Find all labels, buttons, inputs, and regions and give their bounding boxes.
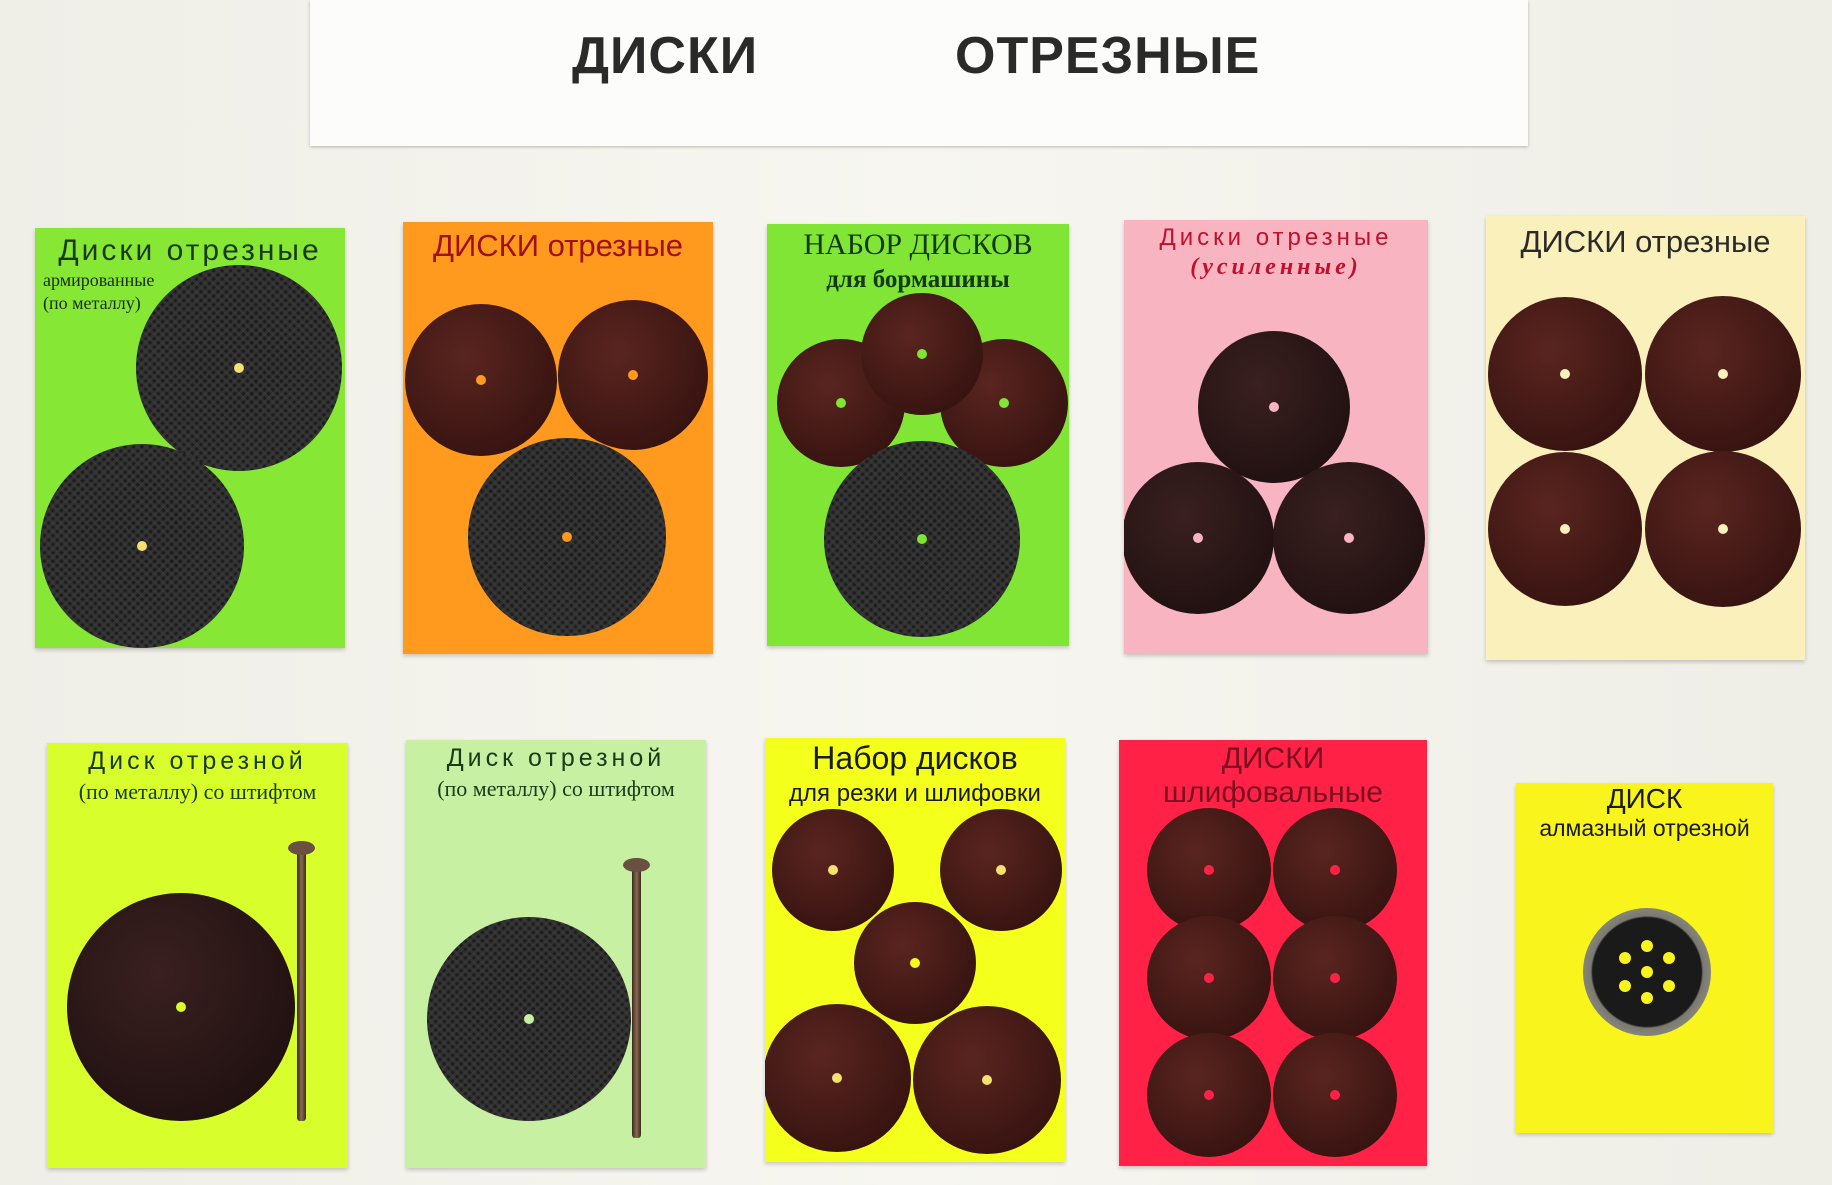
card-title: Диск отрезной (88, 747, 307, 775)
product-card-diamond-disc: ДИСК алмазный отрезной (1516, 783, 1773, 1133)
grinding-disc (772, 809, 894, 931)
card-subtitle: (усиленные) (1190, 254, 1362, 280)
card-subtitle: алмазный отрезной (1539, 815, 1750, 841)
cutting-disc (1645, 296, 1801, 452)
grinding-disc (1147, 916, 1271, 1040)
mandrel-pin (288, 841, 315, 1121)
product-card-reinforced-pink: Диски отрезные (усиленные) (1124, 220, 1428, 654)
product-card-cutting-discs-cream: ДИСКИ отрезные (1486, 216, 1805, 660)
cutting-disc (824, 441, 1020, 637)
cutting-disc (468, 438, 666, 636)
grinding-disc (913, 1006, 1061, 1154)
card-subtitle: для резки и шлифовки (789, 780, 1041, 807)
diamond-disc (1583, 908, 1711, 1036)
cutting-disc (1488, 297, 1642, 451)
card-subtitle: шлифовальные (1163, 776, 1383, 809)
grinding-disc (1147, 808, 1271, 932)
header-word-1: ДИСКИ (572, 27, 759, 85)
grinding-disc (1147, 1033, 1271, 1157)
card-subtitle: армированные (43, 270, 155, 290)
card-title: ДИСК (1606, 783, 1683, 814)
cutting-disc (861, 293, 983, 415)
product-card-disc-set-drill: НАБОР ДИСКОВ для бормашины (767, 224, 1069, 646)
product-card-cutting-discs-orange: ДИСКИ отрезные (403, 222, 713, 654)
cutting-disc (405, 304, 557, 456)
card-title: Диски отрезные (58, 234, 322, 267)
product-card-grinding-discs: ДИСКИ шлифовальные (1119, 740, 1427, 1166)
cutting-disc (1273, 462, 1425, 614)
card-subtitle: (по металлу) со штифтом (437, 776, 675, 801)
product-card-reinforced-discs: Диски отрезные армированные (по металлу) (35, 228, 345, 648)
grinding-disc (1273, 1033, 1397, 1157)
card-title: ДИСКИ (1221, 742, 1325, 775)
card-title: ДИСКИ отрезные (432, 228, 684, 263)
card-title: Диски отрезные (1159, 224, 1393, 251)
grinding-disc (940, 809, 1062, 931)
cutting-disc (1124, 462, 1274, 614)
header-word-2: ОТРЕЗНЫЕ (955, 27, 1261, 85)
card-subtitle: для бормашины (826, 266, 1010, 293)
grinding-disc (1273, 916, 1397, 1040)
cutting-disc (558, 300, 708, 450)
card-subtitle: (по металлу) (43, 293, 141, 313)
grinding-disc (765, 1004, 911, 1152)
card-title: Диск отрезной (446, 744, 666, 772)
product-card-disc-with-mandrel: Диск отрезной (по металлу) со штифтом (47, 743, 348, 1168)
card-subtitle: (по металлу) со штифтом (78, 779, 317, 804)
grinding-disc (1273, 808, 1397, 932)
cutting-disc (1488, 452, 1642, 606)
mandrel-pin (623, 858, 650, 1138)
cutting-disc (40, 444, 244, 648)
cutting-disc (1198, 331, 1350, 483)
cutting-disc (67, 893, 295, 1121)
cutting-disc (136, 265, 342, 471)
cutting-disc (1645, 451, 1801, 607)
display-header: ДИСКИ ОТРЕЗНЫЕ (310, 0, 1528, 146)
product-card-cutting-grinding-set: Набор дисков для резки и шлифовки (765, 738, 1065, 1162)
card-title: Набор дисков (812, 740, 1018, 776)
cutting-disc (427, 917, 631, 1121)
product-card-disc-with-mandrel-2: Диск отрезной (по металлу) со штифтом (406, 740, 706, 1168)
card-title: ДИСКИ отрезные (1520, 224, 1771, 259)
grinding-disc (854, 902, 976, 1024)
disc-holes (1619, 940, 1675, 1004)
card-title: НАБОР ДИСКОВ (803, 228, 1033, 261)
